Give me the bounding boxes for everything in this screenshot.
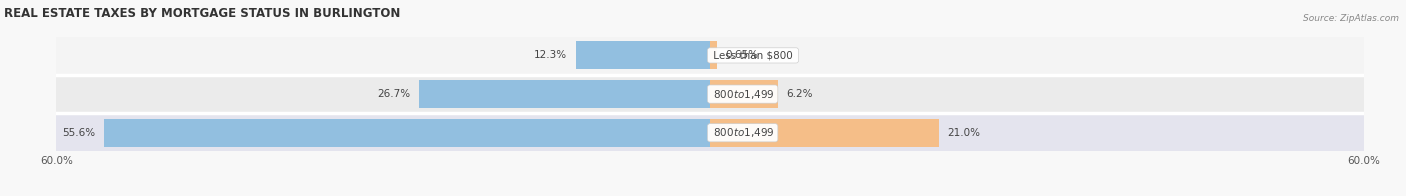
Bar	[56, 37, 1364, 74]
Text: Source: ZipAtlas.com: Source: ZipAtlas.com	[1303, 14, 1399, 23]
Bar	[419, 80, 710, 108]
Text: Less than $800: Less than $800	[710, 50, 796, 60]
Bar	[710, 42, 717, 69]
Text: 55.6%: 55.6%	[62, 128, 96, 138]
Text: 6.2%: 6.2%	[786, 89, 813, 99]
Text: 21.0%: 21.0%	[948, 128, 980, 138]
Text: REAL ESTATE TAXES BY MORTGAGE STATUS IN BURLINGTON: REAL ESTATE TAXES BY MORTGAGE STATUS IN …	[4, 7, 401, 20]
Bar	[104, 119, 710, 147]
Text: $800 to $1,499: $800 to $1,499	[710, 126, 775, 139]
Text: 26.7%: 26.7%	[377, 89, 411, 99]
Text: 12.3%: 12.3%	[534, 50, 567, 60]
Bar	[710, 80, 778, 108]
Bar	[576, 42, 710, 69]
Text: $800 to $1,499: $800 to $1,499	[710, 88, 775, 101]
Bar	[56, 76, 1364, 113]
Bar	[56, 114, 1364, 151]
Bar	[710, 119, 939, 147]
Text: 0.65%: 0.65%	[725, 50, 759, 60]
